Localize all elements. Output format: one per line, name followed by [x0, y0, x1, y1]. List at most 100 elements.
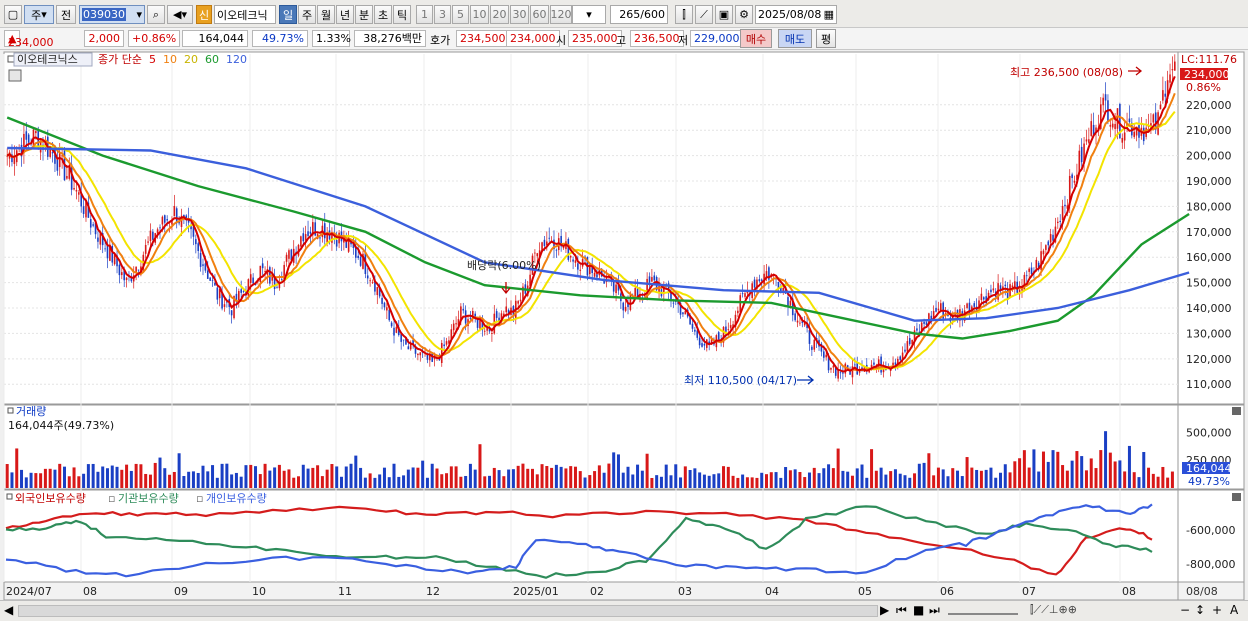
candle-body [1052, 234, 1054, 241]
holdings-close-icon[interactable] [1232, 493, 1241, 501]
volume-bar [612, 452, 616, 488]
tab-3[interactable]: 년 [336, 5, 354, 24]
scroll-track[interactable] [18, 605, 878, 617]
candle-body [92, 224, 94, 226]
volume-bar [1113, 461, 1117, 488]
candle-body [106, 245, 109, 259]
candle-body [534, 252, 536, 254]
candle-body [359, 256, 362, 266]
tab-1[interactable]: 주 [298, 5, 316, 24]
candle-type-icon[interactable]: ⫿ [675, 5, 693, 24]
volume-bar [898, 473, 902, 488]
sound-icon[interactable]: ◀▾ [167, 5, 193, 24]
candle-body [195, 239, 197, 245]
candle-body [823, 351, 825, 358]
volume-bar [368, 473, 372, 488]
interval-1[interactable]: 1 [416, 5, 433, 24]
interval-10[interactable]: 10 [470, 5, 489, 24]
candle-body [1135, 126, 1138, 136]
volume-bar [277, 464, 281, 488]
candle-body [144, 244, 147, 254]
interval-input[interactable]: ▾ [572, 5, 606, 24]
candle-body [371, 282, 374, 283]
line-tool-icon[interactable]: ⟋ [695, 5, 713, 24]
sell-button[interactable]: 매도 [778, 29, 812, 48]
date-input[interactable]: 2025/08/08 ▦ [755, 5, 837, 24]
zoom-slider[interactable] [948, 606, 1018, 615]
scroll-bar[interactable]: ◀ ▶ ⏮ ■ ⏭ ⫿⟋⟋⊥⊕⊕ − ↕ + A [0, 600, 1248, 621]
open-price: 235,000 [568, 30, 622, 47]
interval-20[interactable]: 20 [490, 5, 509, 24]
tab-0[interactable]: 일 [279, 5, 297, 24]
x-tick-label: 06 [940, 585, 954, 598]
tab-2[interactable]: 월 [317, 5, 335, 24]
volume-bar [430, 463, 434, 488]
candle-body [531, 255, 534, 275]
volume-bar [927, 453, 931, 488]
candle-body [577, 263, 579, 270]
holdings-menu-icon[interactable] [6, 493, 13, 500]
candle-body [488, 328, 491, 332]
count-input[interactable]: 265/600 [610, 5, 668, 24]
save-icon[interactable]: ▣ [715, 5, 733, 24]
scroll-right-icon[interactable]: ▶ [880, 603, 890, 617]
first-icon[interactable]: ⏮ [896, 603, 907, 617]
zoom-out-icon[interactable]: − [1180, 603, 1191, 617]
calc-icon[interactable] [8, 69, 22, 82]
x-tick-label: 07 [1022, 585, 1036, 598]
tab-4[interactable]: 분 [355, 5, 373, 24]
stock-code-input[interactable]: 039030 ▾ [79, 5, 145, 24]
volume-close-icon[interactable] [1232, 407, 1241, 415]
candle-body [892, 362, 894, 366]
drawing-tools-icon[interactable]: ⫿⟋⟋⊥⊕⊕ [1030, 603, 1077, 616]
window-menu-icon[interactable]: ▢ [4, 5, 22, 24]
chart-area[interactable]: 110,000 120,000 130,000 140,000 150,000 160,0… [0, 50, 1248, 600]
candle-body [1068, 175, 1071, 206]
interval-60[interactable]: 60 [530, 5, 549, 24]
volume-bar [1061, 465, 1065, 488]
candle-body [405, 337, 407, 345]
auto-icon[interactable]: A [1230, 603, 1239, 617]
interval-30[interactable]: 30 [510, 5, 529, 24]
period-select[interactable]: 주 ▾ [24, 5, 54, 24]
stop-icon[interactable]: ■ [913, 603, 925, 617]
candle-body [395, 326, 398, 333]
zoom-in-icon[interactable]: + [1212, 603, 1223, 617]
legend-item: 종가 단순 [98, 53, 142, 66]
prev-button[interactable]: 전 [56, 5, 76, 24]
code-dropdown-icon[interactable]: ▾ [136, 8, 142, 21]
candle-body [400, 333, 402, 342]
trade-amount: 38,276백만 [354, 30, 426, 47]
candle-body [417, 353, 419, 356]
calendar-icon[interactable]: ▦ [823, 8, 834, 21]
candle-body [758, 279, 761, 282]
candle-body [760, 279, 763, 281]
candle-body [679, 302, 682, 315]
legend-separator-icon: ▫ [196, 492, 203, 505]
search-icon[interactable]: ⌕ [147, 5, 165, 24]
candle-body [483, 330, 486, 332]
last-icon[interactable]: ⏭ [929, 603, 940, 617]
candle-body [111, 245, 114, 263]
zoom-reset-icon[interactable]: ↕ [1195, 603, 1206, 617]
gear-icon[interactable]: ⚙ [735, 5, 753, 24]
high-price: 236,500 [630, 30, 684, 47]
tab-5[interactable]: 초 [374, 5, 392, 24]
candle-body [362, 253, 364, 269]
interval-5[interactable]: 5 [452, 5, 469, 24]
price-tick-label: 190,000 [1186, 175, 1232, 188]
scroll-left-icon[interactable]: ◀ [4, 603, 14, 617]
interval-3[interactable]: 3 [434, 5, 451, 24]
buy-button[interactable]: 매수 [740, 29, 772, 48]
volume-bar [741, 474, 745, 488]
volume-bar [1104, 431, 1108, 488]
candle-body [708, 341, 710, 345]
volume-bar [913, 473, 917, 488]
x-tick-label: 2025/01 [513, 585, 559, 598]
interval-120[interactable]: 120 [550, 5, 572, 24]
candle-body [450, 329, 453, 341]
avg-button[interactable]: 평 [816, 29, 836, 48]
candle-body [381, 297, 383, 304]
tab-6[interactable]: 틱 [393, 5, 411, 24]
volume-menu-icon[interactable] [7, 407, 14, 414]
